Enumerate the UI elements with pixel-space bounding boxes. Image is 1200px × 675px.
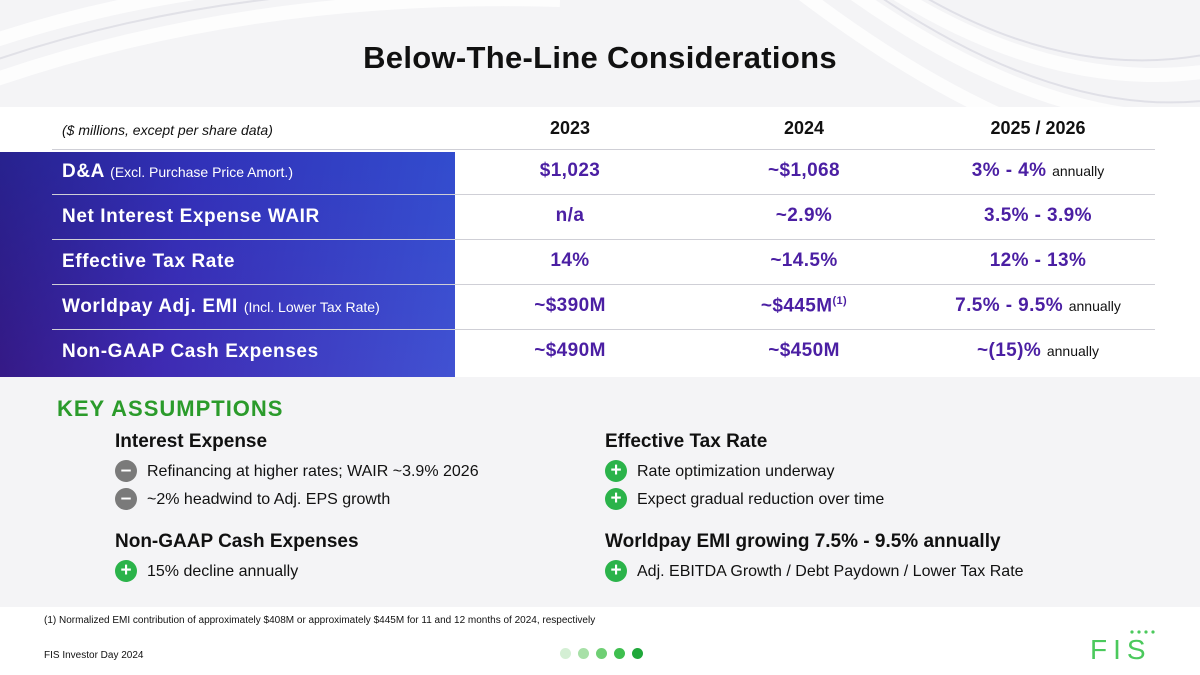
row-divider bbox=[52, 239, 1155, 240]
cell-cash-2024: ~$450M bbox=[768, 340, 840, 361]
row-label-net-interest: Net Interest Expense WAIR bbox=[62, 206, 320, 228]
bullet-item: + 15% decline annually bbox=[115, 560, 299, 582]
cell-da-2025: 3% - 4% annually bbox=[918, 160, 1158, 182]
progress-dot bbox=[560, 648, 571, 659]
cell-emi-2023: ~$390M bbox=[534, 295, 606, 316]
bullet-text: ~2% headwind to Adj. EPS growth bbox=[147, 491, 391, 508]
group-title-cash-expenses: Non-GAAP Cash Expenses bbox=[115, 531, 359, 552]
progress-dot bbox=[632, 648, 643, 659]
cell-da-2023: $1,023 bbox=[539, 160, 601, 181]
minus-icon: – bbox=[115, 460, 137, 482]
bullet-text: Expect gradual reduction over time bbox=[637, 491, 885, 508]
cell-da-2024: ~$1,068 bbox=[767, 160, 840, 181]
cell-emi-2025: 7.5% - 9.5% annually bbox=[918, 295, 1158, 317]
cell-interest-2023: n/a bbox=[555, 205, 585, 226]
row-label-da: D&A (Excl. Purchase Price Amort.) bbox=[62, 161, 293, 183]
row-label-text: D&A bbox=[62, 161, 105, 182]
cell-suffix: annually bbox=[1046, 343, 1100, 359]
row-label-sub: (Excl. Purchase Price Amort.) bbox=[110, 164, 293, 180]
bullet-item: + Expect gradual reduction over time bbox=[605, 488, 885, 510]
cell-emi-2024: ~$445M(1) bbox=[684, 295, 924, 317]
progress-dot bbox=[614, 648, 625, 659]
cell-value: ~$445M bbox=[760, 295, 833, 317]
cell-value: ~(15)% bbox=[976, 340, 1042, 361]
key-assumptions-title: KEY ASSUMPTIONS bbox=[57, 396, 284, 421]
footer-text: FIS Investor Day 2024 bbox=[44, 650, 144, 661]
bullet-item: + Adj. EBITDA Growth / Debt Paydown / Lo… bbox=[605, 560, 1024, 582]
footnote-marker: (1) bbox=[832, 295, 848, 307]
cell-suffix: annually bbox=[1052, 163, 1105, 179]
footer-bar bbox=[0, 607, 1200, 675]
progress-dot bbox=[578, 648, 589, 659]
logo-text: FIS bbox=[1090, 634, 1152, 664]
bullet-text: Adj. EBITDA Growth / Debt Paydown / Lowe… bbox=[637, 563, 1024, 580]
cell-value: 3% - 4% bbox=[971, 160, 1047, 181]
footnote: (1) Normalized EMI contribution of appro… bbox=[44, 615, 596, 626]
column-header-2024: 2024 bbox=[783, 118, 825, 138]
row-divider bbox=[52, 149, 1155, 150]
page-title: Below-The-Line Considerations bbox=[363, 40, 837, 75]
cell-cash-2025: ~(15)% annually bbox=[918, 340, 1158, 362]
cell-interest-2025: 3.5% - 3.9% bbox=[984, 205, 1092, 226]
row-divider bbox=[52, 329, 1155, 330]
row-label-sub: (Incl. Lower Tax Rate) bbox=[243, 299, 380, 315]
cell-interest-2024: ~2.9% bbox=[775, 205, 833, 226]
group-title-effective-tax-rate: Effective Tax Rate bbox=[605, 431, 768, 452]
column-header-2025-2026: 2025 / 2026 bbox=[990, 118, 1086, 138]
plus-icon: + bbox=[115, 560, 137, 582]
row-label-text: Effective Tax Rate bbox=[62, 251, 236, 272]
row-label-text: Non-GAAP Cash Expenses bbox=[62, 341, 319, 362]
cell-suffix: annually bbox=[1068, 298, 1121, 314]
fis-logo: FIS bbox=[1090, 630, 1155, 664]
bullet-text: 15% decline annually bbox=[147, 563, 299, 580]
group-title-interest-expense: Interest Expense bbox=[115, 431, 268, 452]
plus-icon: + bbox=[605, 560, 627, 582]
units-note: ($ millions, except per share data) bbox=[62, 122, 273, 138]
bullet-item: – ~2% headwind to Adj. EPS growth bbox=[115, 488, 391, 510]
row-divider bbox=[52, 194, 1155, 195]
row-label-tax-rate: Effective Tax Rate bbox=[62, 251, 235, 273]
row-label-text: Worldpay Adj. EMI bbox=[62, 296, 238, 317]
row-label-cash-expenses: Non-GAAP Cash Expenses bbox=[62, 341, 319, 363]
bullet-item: + Rate optimization underway bbox=[605, 460, 835, 482]
cell-tax-2024: ~14.5% bbox=[770, 250, 838, 271]
cell-tax-2025: 12% - 13% bbox=[989, 250, 1087, 271]
plus-icon: + bbox=[605, 460, 627, 482]
group-title-worldpay-emi: Worldpay EMI growing 7.5% - 9.5% annuall… bbox=[605, 531, 1001, 552]
bullet-text: Rate optimization underway bbox=[637, 463, 835, 480]
minus-icon: – bbox=[115, 488, 137, 510]
cell-value: 7.5% - 9.5% bbox=[955, 295, 1064, 316]
row-label-worldpay-emi: Worldpay Adj. EMI (Incl. Lower Tax Rate) bbox=[62, 296, 380, 318]
cell-cash-2023: ~$490M bbox=[534, 340, 606, 361]
cell-tax-2023: 14% bbox=[550, 250, 590, 271]
plus-icon: + bbox=[605, 488, 627, 510]
bullet-item: – Refinancing at higher rates; WAIR ~3.9… bbox=[115, 460, 479, 482]
row-label-panel bbox=[0, 152, 455, 377]
row-divider bbox=[52, 284, 1155, 285]
bullet-text: Refinancing at higher rates; WAIR ~3.9% … bbox=[147, 463, 479, 480]
progress-dot bbox=[596, 648, 607, 659]
column-header-2023: 2023 bbox=[549, 118, 591, 138]
row-label-text: Net Interest Expense WAIR bbox=[62, 206, 320, 227]
